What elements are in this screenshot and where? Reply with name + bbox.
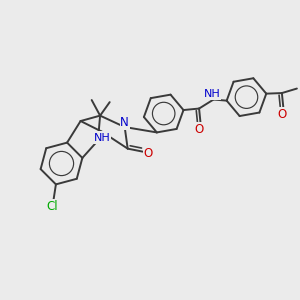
Text: N: N (120, 116, 129, 129)
Text: O: O (97, 132, 106, 145)
Text: NH: NH (94, 133, 111, 143)
Text: NH: NH (204, 89, 220, 99)
Text: Cl: Cl (46, 200, 58, 213)
Text: O: O (194, 123, 204, 136)
Text: O: O (277, 108, 286, 121)
Text: O: O (143, 147, 153, 160)
